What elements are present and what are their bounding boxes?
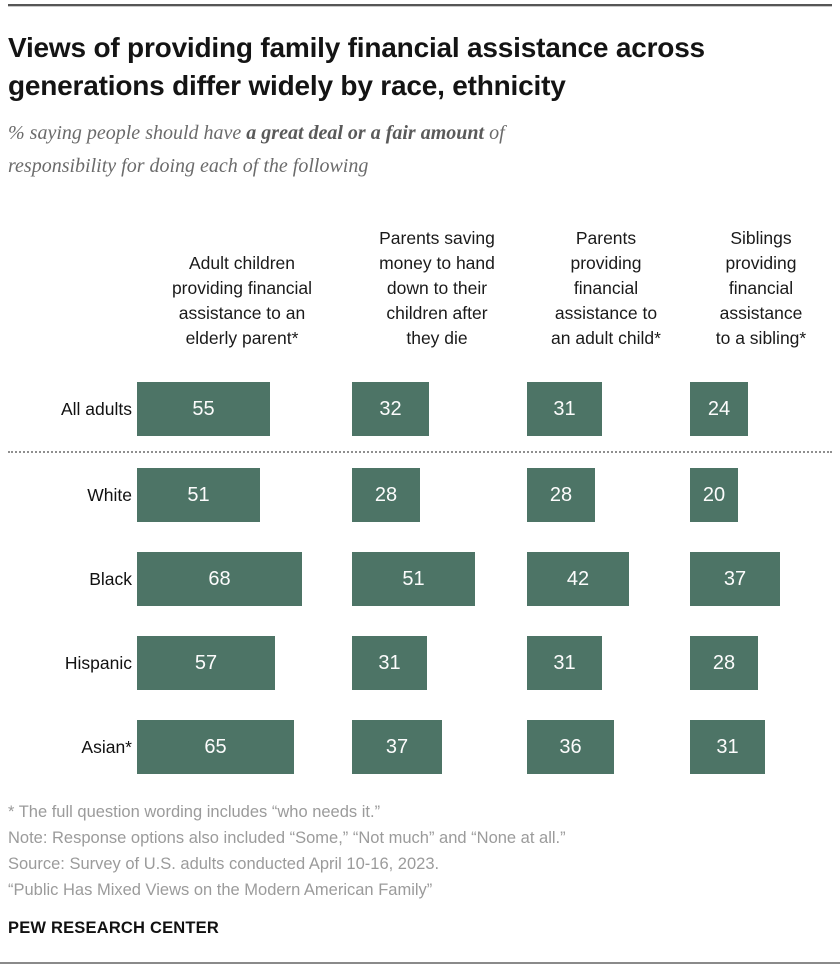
- row-label: White: [87, 484, 132, 505]
- bar-value: 65: [204, 735, 227, 758]
- bar-chart: Adult children providing financial assis…: [8, 209, 832, 789]
- bar-cell: 68: [137, 552, 347, 606]
- bar: 55: [137, 382, 270, 436]
- bar: 36: [527, 720, 614, 774]
- footnote-note: Note: Response options also included “So…: [8, 829, 566, 847]
- bar: 37: [690, 552, 780, 606]
- bar-cell: 28: [690, 636, 832, 690]
- subtitle-emphasis: a great deal or a fair amount: [246, 122, 485, 144]
- bar-cell: 31: [527, 382, 685, 436]
- footnote-report-title: “Public Has Mixed Views on the Modern Am…: [8, 881, 433, 899]
- bar-value: 55: [192, 397, 215, 420]
- bar-value: 68: [208, 567, 231, 590]
- bar-value: 51: [402, 567, 425, 590]
- bar: 31: [527, 636, 602, 690]
- bar-value: 36: [559, 735, 582, 758]
- footnotes: * The full question wording includes “wh…: [8, 799, 832, 903]
- column-header: Adult children providing financial assis…: [171, 253, 313, 348]
- bar-value: 24: [707, 397, 731, 420]
- bar-cell: 31: [690, 720, 832, 774]
- page-title: Views of providing family financial assi…: [8, 32, 705, 101]
- footnote-asterisk: * The full question wording includes “wh…: [8, 803, 381, 821]
- subtitle-prefix: % saying people should have: [8, 122, 247, 144]
- bar: 31: [527, 382, 602, 436]
- row-label: Asian*: [81, 736, 132, 757]
- bar-value: 28: [374, 483, 398, 506]
- bar: 65: [137, 720, 294, 774]
- bar: 20: [690, 468, 738, 522]
- brand-wordmark: PEW RESEARCH CENTER: [8, 919, 219, 937]
- bar: 24: [690, 382, 748, 436]
- bar-cell: 51: [137, 468, 347, 522]
- subtitle-suffix: of: [484, 122, 505, 144]
- column-header: Parents saving money to hand down to the…: [379, 228, 495, 348]
- bar: 28: [352, 468, 420, 522]
- bottom-divider: [0, 962, 840, 964]
- bar-cell: 32: [352, 382, 522, 436]
- column-header-row: Adult children providing financial assis…: [8, 209, 832, 367]
- bar-value: 42: [566, 567, 590, 590]
- bar-value: 51: [187, 483, 210, 506]
- bar-value: 31: [378, 651, 401, 674]
- bar-value: 32: [379, 397, 402, 420]
- bar-value: 28: [712, 651, 736, 674]
- column-header: Siblings providing financial assistance …: [715, 228, 807, 348]
- bar: 51: [137, 468, 260, 522]
- bar: 57: [137, 636, 275, 690]
- bar: 68: [137, 552, 302, 606]
- bar-cell: 20: [690, 468, 832, 522]
- bar: 42: [527, 552, 629, 606]
- chart-row: All adults 55 32 31 24: [8, 367, 832, 451]
- bar-value: 37: [723, 567, 747, 590]
- bar-cell: 31: [352, 636, 522, 690]
- footnote-source: Source: Survey of U.S. adults conducted …: [8, 855, 440, 873]
- bar-value: 31: [553, 397, 576, 420]
- bar-value: 31: [716, 735, 739, 758]
- chart-rows: All adults 55 32 31 24 White 51 28 28 20 Black 68 51…: [8, 367, 832, 789]
- bar: 31: [352, 636, 427, 690]
- row-label: Hispanic: [64, 652, 132, 673]
- column-header: Parents providing financial assistance t…: [551, 228, 661, 348]
- bar: 51: [352, 552, 475, 606]
- bar: 28: [690, 636, 758, 690]
- bar-value: 37: [385, 735, 409, 758]
- bar-cell: 28: [352, 468, 522, 522]
- row-label: Black: [89, 568, 132, 589]
- bar-cell: 65: [137, 720, 347, 774]
- bar-cell: 51: [352, 552, 522, 606]
- bar-cell: 55: [137, 382, 347, 436]
- chart-subtitle: % saying people should have a great deal…: [8, 117, 768, 183]
- top-divider: [8, 4, 832, 7]
- bar-value: 28: [549, 483, 573, 506]
- bar-cell: 28: [527, 468, 685, 522]
- bar-cell: 31: [527, 636, 685, 690]
- chart-row: Hispanic 57 31 31 28: [8, 621, 832, 705]
- bar: 31: [690, 720, 765, 774]
- bar-cell: 42: [527, 552, 685, 606]
- bar-value: 20: [702, 483, 726, 506]
- bar-cell: 37: [352, 720, 522, 774]
- subtitle-line2: responsibility for doing each of the fol…: [8, 155, 369, 177]
- bar: 37: [352, 720, 442, 774]
- bar-cell: 37: [690, 552, 832, 606]
- bar-cell: 57: [137, 636, 347, 690]
- bar-value: 57: [194, 651, 218, 674]
- bar-cell: 24: [690, 382, 832, 436]
- chart-row: Asian* 65 37 36 31: [8, 705, 832, 789]
- chart-row: Black 68 51 42 37: [8, 537, 832, 621]
- chart-row: White 51 28 28 20: [8, 451, 832, 537]
- bar: 28: [527, 468, 595, 522]
- bar-value: 31: [553, 651, 576, 674]
- bar: 32: [352, 382, 429, 436]
- row-label: All adults: [60, 398, 132, 419]
- bar-cell: 36: [527, 720, 685, 774]
